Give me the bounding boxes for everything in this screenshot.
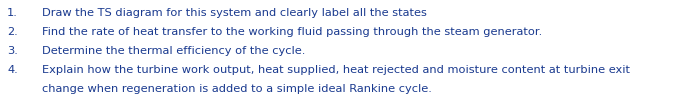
Text: 1.: 1. — [7, 8, 18, 18]
Text: Determine the thermal efficiency of the cycle.: Determine the thermal efficiency of the … — [42, 46, 305, 56]
Text: 2.: 2. — [7, 27, 18, 37]
Text: Explain how the turbine work output, heat supplied, heat rejected and moisture c: Explain how the turbine work output, hea… — [42, 65, 630, 75]
Text: Draw the TS diagram for this system and clearly label all the states: Draw the TS diagram for this system and … — [42, 8, 427, 18]
Text: 3.: 3. — [7, 46, 18, 56]
Text: 4.: 4. — [7, 65, 18, 75]
Text: change when regeneration is added to a simple ideal Rankine cycle.: change when regeneration is added to a s… — [42, 84, 432, 94]
Text: Find the rate of heat transfer to the working fluid passing through the steam ge: Find the rate of heat transfer to the wo… — [42, 27, 542, 37]
